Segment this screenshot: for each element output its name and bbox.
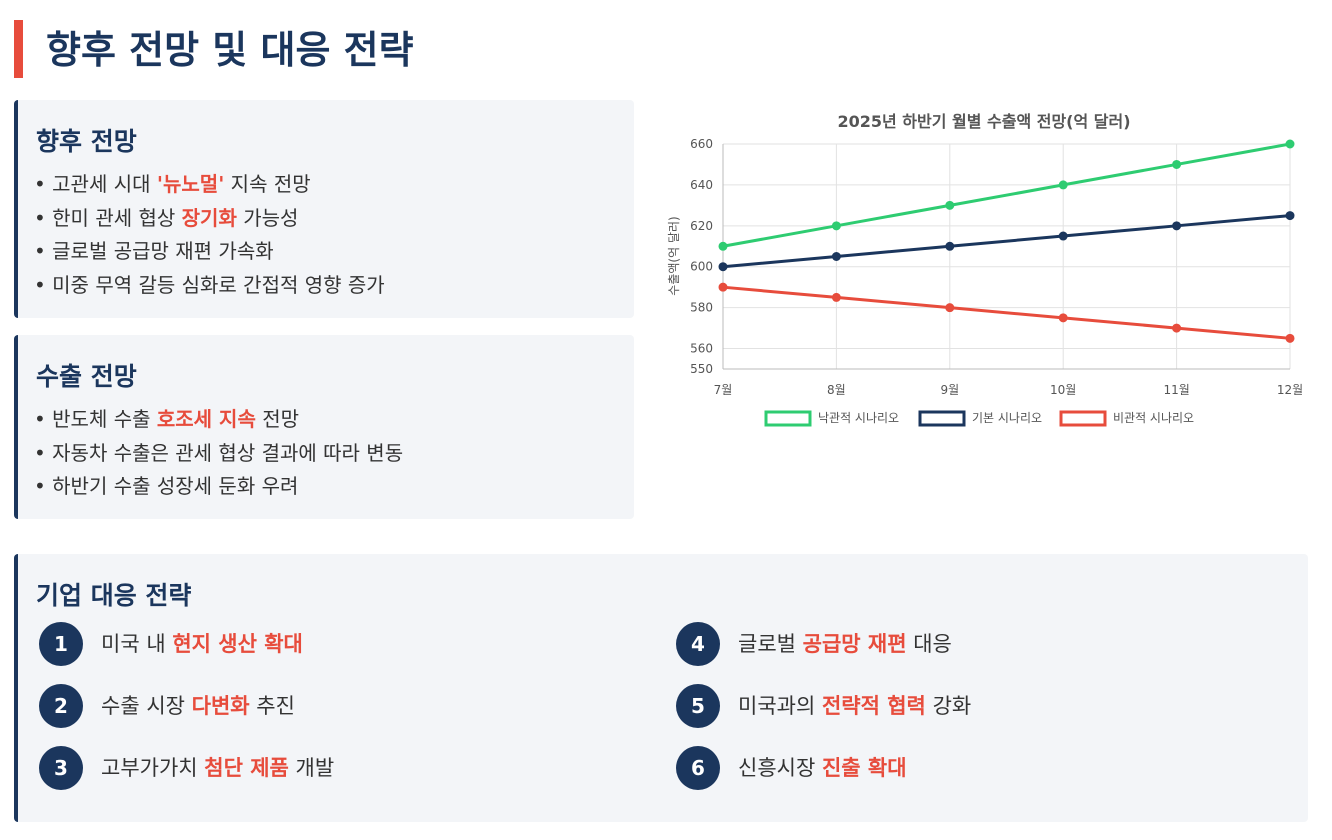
data-point <box>945 200 955 210</box>
page-title: 향후 전망 및 대응 전략 <box>46 28 414 72</box>
data-point <box>1285 139 1295 149</box>
data-point <box>1058 313 1068 323</box>
data-point <box>1172 159 1182 169</box>
x-tick-label: 10월 <box>1050 383 1076 397</box>
chart-title: 2025년 하반기 월별 수출액 전망(억 달러) <box>837 112 1130 131</box>
legend-label: 낙관적 시나리오 <box>818 411 899 425</box>
number-badge: 5 <box>676 684 720 728</box>
strategy-text: 신흥시장 진출 확대 <box>738 756 907 780</box>
strategy-text: 고부가가치 첨단 제품 개발 <box>101 756 335 780</box>
export-outlook-list: • 반도체 수출 호조세 지속 전망 • 자동차 수출은 관세 협상 결과에 따… <box>34 403 403 504</box>
legend-swatch <box>764 410 812 427</box>
y-tick-label: 660 <box>690 137 713 151</box>
export-outlook-title: 수출 전망 <box>36 362 137 391</box>
y-tick-label: 550 <box>690 362 713 376</box>
data-point <box>1058 180 1068 190</box>
list-item: • 하반기 수출 성장세 둔화 우려 <box>34 474 299 498</box>
legend-swatch <box>918 410 966 427</box>
chart-series <box>718 139 1295 343</box>
strategy-title: 기업 대응 전략 <box>36 581 192 610</box>
data-point <box>831 221 841 231</box>
x-tick-label: 7월 <box>714 383 733 397</box>
data-point <box>831 252 841 261</box>
data-point <box>718 282 728 292</box>
data-point <box>1058 231 1068 241</box>
legend-swatch <box>1059 410 1107 427</box>
outlook-list: • 고관세 시대 '뉴노멀' 지속 전망 • 한미 관세 협상 장기화 가능성 … <box>34 168 385 302</box>
export-outlook-card: 수출 전망 • 반도체 수출 호조세 지속 전망 • 자동차 수출은 관세 협상… <box>14 335 634 519</box>
strategy-text: 수출 시장 다변화 추진 <box>101 694 295 718</box>
y-axis-label: 수출액(억 달러) <box>667 216 681 295</box>
data-point <box>1285 211 1295 221</box>
series-line <box>722 214 1291 269</box>
list-item: • 반도체 수출 호조세 지속 전망 <box>34 407 300 431</box>
data-point <box>718 262 728 272</box>
y-tick-label: 560 <box>690 342 713 356</box>
number-badge: 4 <box>676 622 720 666</box>
chart-axes: 550 560 580 600 620 640 660 7월 8월 9월 10월 11월 12월 <box>690 137 1303 397</box>
x-tick-label: 8월 <box>827 383 846 397</box>
list-item: • 미중 무역 갈등 심화로 간접적 영향 증가 <box>34 272 385 297</box>
list-item: • 한미 관세 협상 장기화 가능성 <box>34 205 299 230</box>
strategy-text: 미국과의 전략적 협력 강화 <box>738 694 972 718</box>
y-tick-label: 640 <box>690 178 713 192</box>
x-tick-label: 12월 <box>1277 383 1303 397</box>
data-point <box>1172 221 1182 231</box>
outlook-title: 향후 전망 <box>36 127 137 156</box>
series-line <box>722 285 1291 340</box>
number-badge: 2 <box>39 684 83 728</box>
strategy-card: 기업 대응 전략 1 미국 내 현지 생산 확대 2 수출 시장 다변화 추진 … <box>14 554 1308 822</box>
data-point <box>1285 333 1295 343</box>
series-line <box>722 142 1291 248</box>
legend-label: 비관적 시나리오 <box>1113 411 1194 425</box>
y-tick-label: 600 <box>690 260 713 274</box>
list-item: • 고관세 시대 '뉴노멀' 지속 전망 <box>34 172 311 196</box>
y-tick-label: 580 <box>690 301 713 315</box>
x-tick-label: 11월 <box>1163 383 1189 397</box>
data-point <box>831 292 841 302</box>
highlight-text: '뉴노멀' <box>156 172 225 196</box>
chart-grid <box>722 143 1291 370</box>
data-point <box>945 303 955 313</box>
data-point <box>1172 323 1182 333</box>
export-forecast-chart: 2025년 하반기 월별 수출액 전망(억 달러) 수출액(억 달러) 5505… <box>667 112 1303 427</box>
data-point <box>718 241 728 251</box>
strategy-text: 미국 내 현지 생산 확대 <box>101 632 303 656</box>
highlight-text: 장기화 <box>181 205 237 230</box>
list-item: • 자동차 수출은 관세 협상 결과에 따라 변동 <box>34 440 404 465</box>
number-badge: 3 <box>39 746 83 790</box>
x-tick-label: 9월 <box>940 383 959 397</box>
number-badge: 1 <box>39 622 83 666</box>
y-tick-label: 620 <box>690 219 713 233</box>
strategy-text: 글로벌 공급망 재편 대응 <box>738 632 952 656</box>
highlight-text: 호조세 지속 <box>156 407 256 431</box>
number-badge: 6 <box>676 746 720 790</box>
list-item: • 글로벌 공급망 재편 가속화 <box>34 239 274 263</box>
legend-label: 기본 시나리오 <box>972 411 1042 425</box>
chart-legend: 낙관적 시나리오 기본 시나리오 비관적 시나리오 <box>764 410 1194 427</box>
data-point <box>945 241 955 251</box>
title-accent-bar <box>14 20 23 78</box>
outlook-card: 향후 전망 • 고관세 시대 '뉴노멀' 지속 전망 • 한미 관세 협상 장기… <box>14 100 634 318</box>
